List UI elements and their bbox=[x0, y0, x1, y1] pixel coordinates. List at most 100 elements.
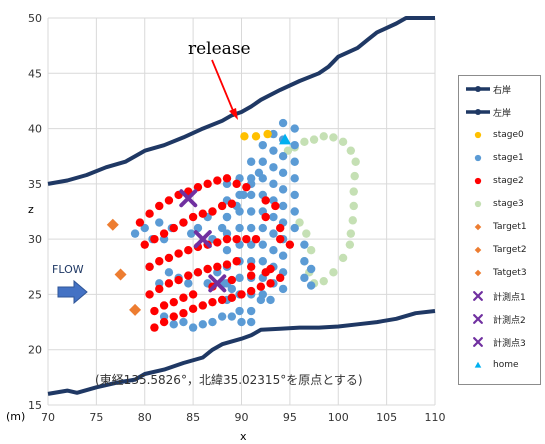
point-stage1 bbox=[235, 306, 244, 316]
point-stage2 bbox=[155, 201, 164, 211]
legend-marker bbox=[474, 246, 482, 254]
legend-item: 右岸 bbox=[465, 82, 511, 96]
unit-label: (m) bbox=[6, 410, 25, 423]
point-計測点1 bbox=[179, 189, 198, 208]
point-stage2 bbox=[246, 286, 256, 296]
point-stage1 bbox=[208, 317, 217, 327]
point-stage2 bbox=[203, 179, 212, 189]
legend-symbol bbox=[473, 314, 483, 324]
point-stage3 bbox=[309, 135, 319, 144]
point-stage3 bbox=[348, 216, 357, 225]
point-stage1 bbox=[140, 223, 149, 233]
legend-marker bbox=[474, 131, 482, 139]
point-stage3 bbox=[319, 276, 328, 286]
point-stage2 bbox=[276, 234, 285, 244]
point-stage2 bbox=[246, 262, 256, 271]
legend-item: 計測点2 bbox=[465, 312, 526, 326]
point-stage1 bbox=[246, 157, 256, 166]
point-stage2 bbox=[164, 253, 174, 263]
point-stage2 bbox=[179, 218, 188, 227]
x-tick-label: 95 bbox=[283, 411, 297, 424]
point-stage2 bbox=[261, 212, 270, 222]
point-stage1 bbox=[290, 140, 299, 150]
legend-label: stage2 bbox=[493, 176, 524, 186]
legend-label: 計測点3 bbox=[493, 338, 526, 349]
point-stage1 bbox=[269, 212, 278, 222]
point-stage2 bbox=[256, 282, 266, 291]
legend-label: Target1 bbox=[493, 222, 527, 232]
point-stage1 bbox=[246, 190, 256, 200]
point-stage2 bbox=[222, 174, 232, 183]
point-stage1 bbox=[278, 118, 288, 128]
legend-marker bbox=[474, 223, 482, 231]
y-tick-label: 50 bbox=[28, 12, 42, 25]
point-stage2 bbox=[140, 240, 149, 249]
point-stage1 bbox=[258, 223, 267, 233]
point-stage2 bbox=[227, 293, 237, 302]
point-stage2 bbox=[193, 268, 203, 277]
point-stage1 bbox=[184, 279, 193, 288]
bank-line-左岸 bbox=[47, 309, 436, 396]
point-stage2 bbox=[164, 279, 174, 288]
legend-symbol bbox=[474, 223, 482, 231]
point-stage1 bbox=[246, 174, 256, 183]
point-計測点2 bbox=[193, 230, 212, 249]
legend-item: 左岸 bbox=[465, 105, 511, 119]
legend-label: 計測点2 bbox=[493, 315, 526, 326]
point-stage2 bbox=[174, 249, 183, 258]
point-stage1 bbox=[290, 174, 299, 183]
point-stage3 bbox=[345, 240, 355, 249]
point-stage1 bbox=[130, 229, 140, 238]
point-stage2 bbox=[232, 234, 241, 244]
point-stage1 bbox=[258, 157, 267, 166]
point-stage3 bbox=[319, 132, 328, 141]
legend-label: Target2 bbox=[493, 245, 527, 255]
point-stage2 bbox=[208, 297, 217, 307]
legend-symbol bbox=[474, 131, 482, 139]
point-stage2 bbox=[222, 260, 232, 269]
point-stage2 bbox=[217, 201, 227, 211]
point-stage1 bbox=[217, 223, 227, 233]
point-stage1 bbox=[235, 207, 244, 216]
legend-symbol bbox=[474, 361, 482, 368]
legend-item: 計測点1 bbox=[465, 289, 526, 303]
x-tick-label: 75 bbox=[89, 411, 103, 424]
point-stage2 bbox=[222, 234, 232, 244]
point-stage2 bbox=[237, 290, 246, 299]
point-stage3 bbox=[349, 187, 358, 196]
point-stage1 bbox=[266, 295, 275, 305]
legend-label: Tatget3 bbox=[493, 268, 527, 278]
point-stage2 bbox=[242, 234, 251, 244]
point-stage1 bbox=[290, 124, 299, 133]
legend-symbol bbox=[466, 109, 490, 115]
point-stage1 bbox=[278, 185, 288, 194]
legend-label: 右岸 bbox=[493, 85, 512, 96]
point-stage1 bbox=[306, 264, 316, 274]
release-arrow-line bbox=[211, 59, 235, 114]
legend-symbol bbox=[474, 177, 482, 185]
point-stage1 bbox=[300, 257, 309, 266]
point-stage2 bbox=[271, 201, 280, 211]
point-stage3 bbox=[302, 229, 311, 238]
point-stage3 bbox=[349, 201, 358, 211]
point-stage1 bbox=[258, 290, 267, 299]
point-stage3 bbox=[306, 246, 316, 255]
point-stage2 bbox=[159, 229, 169, 238]
legend-marker bbox=[474, 154, 482, 162]
point-stage1 bbox=[222, 212, 232, 222]
legend-symbol bbox=[466, 86, 490, 92]
release-arrow-head bbox=[229, 108, 238, 120]
point-stage2 bbox=[184, 271, 193, 280]
point-stage2 bbox=[159, 317, 169, 327]
point-stage2 bbox=[227, 199, 237, 208]
point-stage2 bbox=[155, 257, 164, 266]
point-stage2 bbox=[208, 207, 217, 216]
legend-label: stage1 bbox=[493, 153, 524, 163]
point-stage1 bbox=[227, 312, 237, 321]
point-stage1 bbox=[278, 201, 288, 211]
point-stage1 bbox=[290, 190, 299, 200]
point-stage2 bbox=[155, 284, 164, 294]
point-stage3 bbox=[283, 146, 293, 155]
legend-item: stage1 bbox=[465, 151, 524, 165]
